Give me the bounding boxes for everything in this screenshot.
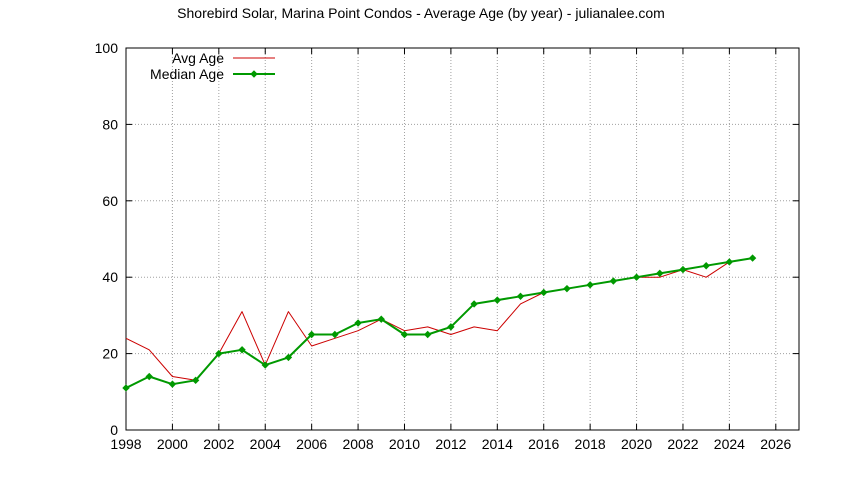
axis-ticks: 0 20 40 60 80 100 1998 2000 2002 2004 2006 2008 2010…: [95, 40, 799, 452]
x-tick-label: 2026: [760, 436, 791, 452]
x-tick-label: 2018: [575, 436, 606, 452]
data-point: [563, 284, 571, 293]
data-point: [609, 277, 618, 285]
data-point: [215, 349, 223, 358]
data-point: [307, 330, 316, 339]
data-point: [632, 273, 641, 281]
x-tick-label: 2024: [714, 436, 745, 452]
series-median-age: [122, 254, 757, 392]
data-point: [493, 296, 502, 304]
y-tick-label: 40: [102, 269, 118, 285]
x-tick-label: 2016: [528, 436, 559, 452]
series-avg-age: [125, 257, 753, 381]
grid: [126, 48, 799, 430]
x-tick-label: 2000: [157, 436, 188, 452]
legend-label: Median Age: [150, 66, 224, 82]
x-tick-label: 2006: [296, 436, 327, 452]
data-point: [261, 361, 269, 369]
y-tick-label: 20: [102, 346, 118, 362]
y-tick-label: 0: [110, 422, 118, 438]
data-point: [447, 323, 455, 331]
data-point: [470, 300, 478, 308]
x-tick-label: 2014: [482, 436, 513, 452]
y-tick-label: 80: [102, 116, 118, 132]
data-point: [656, 269, 664, 278]
data-point: [516, 292, 525, 301]
data-point: [284, 353, 293, 362]
x-tick-label: 1998: [110, 436, 141, 452]
x-tick-label: 2008: [342, 436, 373, 452]
data-point: [168, 380, 177, 388]
data-point: [238, 346, 246, 354]
plot-frame: [125, 47, 800, 431]
data-point: [377, 315, 385, 323]
x-tick-label: 2020: [621, 436, 652, 452]
data-point: [122, 384, 130, 392]
data-point: [679, 265, 687, 274]
data-point: [191, 376, 200, 385]
x-tick-label: 2012: [435, 436, 466, 452]
data-point: [423, 330, 432, 339]
series-line: [125, 257, 753, 381]
legend-label: Avg Age: [172, 50, 224, 66]
x-tick-label: 2022: [667, 436, 698, 452]
data-point: [540, 288, 548, 297]
chart-title: Shorebird Solar, Marina Point Condos - A…: [177, 5, 665, 21]
x-tick-label: 2004: [250, 436, 281, 452]
series-line: [125, 257, 753, 389]
data-point: [725, 258, 734, 266]
x-tick-label: 2002: [203, 436, 234, 452]
legend-marker: [250, 70, 258, 78]
data-point: [331, 330, 339, 339]
y-tick-label: 100: [95, 40, 119, 56]
y-tick-label: 60: [102, 193, 118, 209]
data-point: [145, 372, 153, 381]
data-point: [400, 330, 409, 339]
data-point: [748, 254, 757, 262]
series-layer: [122, 254, 757, 392]
x-tick-label: 2010: [389, 436, 420, 452]
data-point: [586, 281, 594, 289]
data-point: [354, 319, 362, 327]
data-point: [702, 262, 710, 270]
